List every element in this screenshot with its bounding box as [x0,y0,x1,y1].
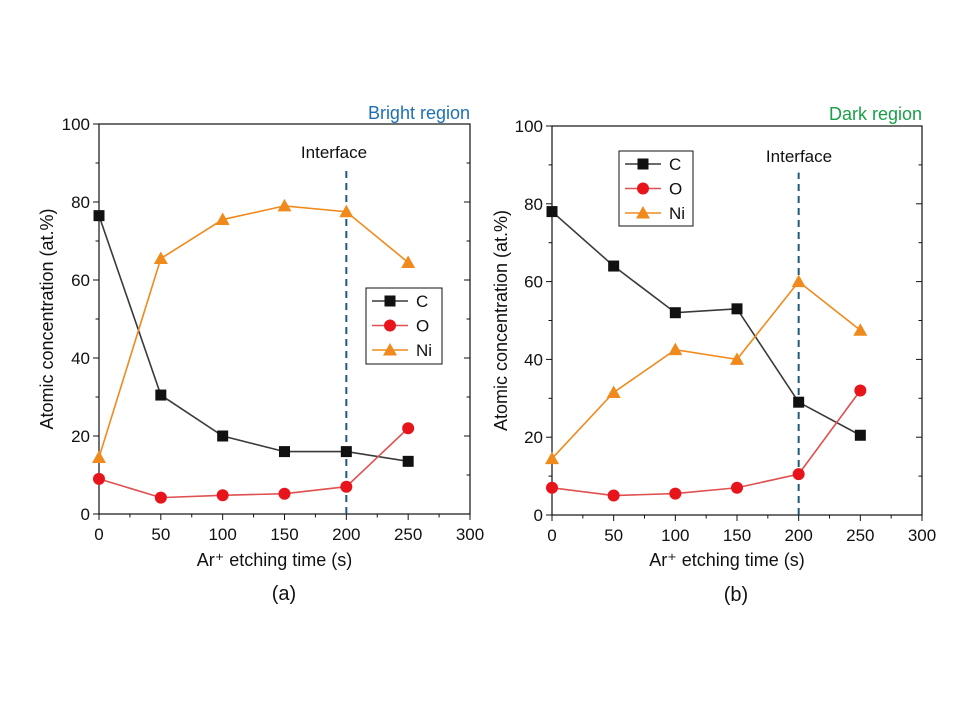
chart-panel-b: 0 50 100 150 200 250 300 0 20 40 60 80 100 Ar⁺ etchin… [491,104,936,606]
legend-label: O [669,180,682,199]
data-point-c [402,455,414,467]
legend-marker [383,343,397,356]
data-point-ni [92,450,106,463]
data-point-o [792,468,805,481]
legend-marker [637,158,649,170]
x-axis-title: Ar⁺ etching time (s) [649,550,805,570]
y-axis-title: Atomic concentration (at.%) [491,210,511,431]
region-title: Dark region [829,104,922,124]
y-tick-label: 80 [71,193,90,212]
x-tick-label: 200 [784,526,812,545]
x-axis-title: Ar⁺ etching time (s) [197,550,353,570]
legend-label: Ni [416,341,432,360]
data-point-o [93,472,105,485]
data-point-ni [153,251,168,265]
data-point-ni [277,198,292,212]
data-point-o [731,481,743,494]
series-line-ni [551,280,861,460]
data-point-ni [791,274,806,288]
y-tick-label: 60 [524,273,543,292]
legend-label: Ni [669,204,685,223]
y-tick-label: 20 [71,427,90,446]
data-point-c [279,446,290,458]
data-point-o [546,481,558,494]
interface-label: Interface [766,147,832,166]
x-tick-label: 100 [661,526,689,545]
y-axis-title: Atomic concentration (at.%) [37,208,57,429]
x-tick-label: 250 [846,526,874,545]
data-point-ni [730,352,744,365]
legend-label: O [416,317,429,336]
x-tick-label: 250 [394,525,422,544]
data-point-ni [401,255,416,268]
series-line-ni [98,205,409,458]
series-line-o [98,427,409,499]
legend-marker [637,182,649,195]
y-tick-label: 60 [71,271,90,290]
x-tick-label: 150 [723,526,751,545]
x-tick-label: 0 [94,525,103,544]
data-point-o [854,384,867,397]
data-point-c [546,206,558,218]
data-point-c [217,430,229,442]
x-tick-label: 100 [208,525,236,544]
x-tick-label: 50 [604,526,623,545]
data-point-ni [668,342,683,356]
data-point-o [669,487,682,500]
y-tick-label: 0 [534,506,543,525]
interface-label: Interface [301,143,367,162]
data-point-ni [853,323,868,336]
y-tick-label: 100 [515,117,543,136]
x-tick-label: 300 [456,525,484,544]
data-point-o [154,491,167,504]
y-tick-label: 40 [71,349,90,368]
data-point-o [278,487,291,500]
data-point-ni [339,204,354,218]
series-line-c [551,210,861,436]
data-point-c [340,446,352,458]
data-point-c [155,389,167,401]
data-point-c [608,260,620,272]
panel-caption: (a) [272,583,296,605]
data-point-ni [545,451,559,465]
series-line-c [98,215,409,463]
series-line-o [551,390,861,497]
legend-label: C [669,155,681,174]
y-tick-label: 40 [524,350,543,369]
legend-marker [384,319,396,332]
plot-frame [551,125,923,516]
x-tick-label: 50 [151,525,170,544]
data-point-c [669,307,681,319]
x-tick-label: 300 [908,526,936,545]
y-tick-label: 80 [524,195,543,214]
data-point-c [731,303,743,315]
data-point-o [340,480,353,493]
data-point-o [607,489,620,502]
legend-marker [636,206,650,219]
data-point-c [93,210,105,222]
data-point-ni [606,385,621,398]
chart-panel-a: 0 50 100 150 200 250 300 0 20 40 60 80 100 Ar⁺ etchin… [37,103,484,605]
legend-marker [384,295,396,307]
legend-label: C [416,292,428,311]
x-tick-label: 0 [547,526,556,545]
data-point-o [216,489,229,502]
y-tick-label: 0 [81,505,90,524]
x-tick-label: 150 [270,525,298,544]
data-point-c [793,396,805,408]
panel-caption: (b) [724,584,748,606]
y-tick-label: 100 [62,115,90,134]
region-title: Bright region [368,103,470,123]
data-point-ni [215,212,230,226]
y-tick-label: 20 [524,428,543,447]
x-tick-label: 200 [332,525,360,544]
data-point-c [854,429,866,441]
data-point-o [402,422,415,435]
